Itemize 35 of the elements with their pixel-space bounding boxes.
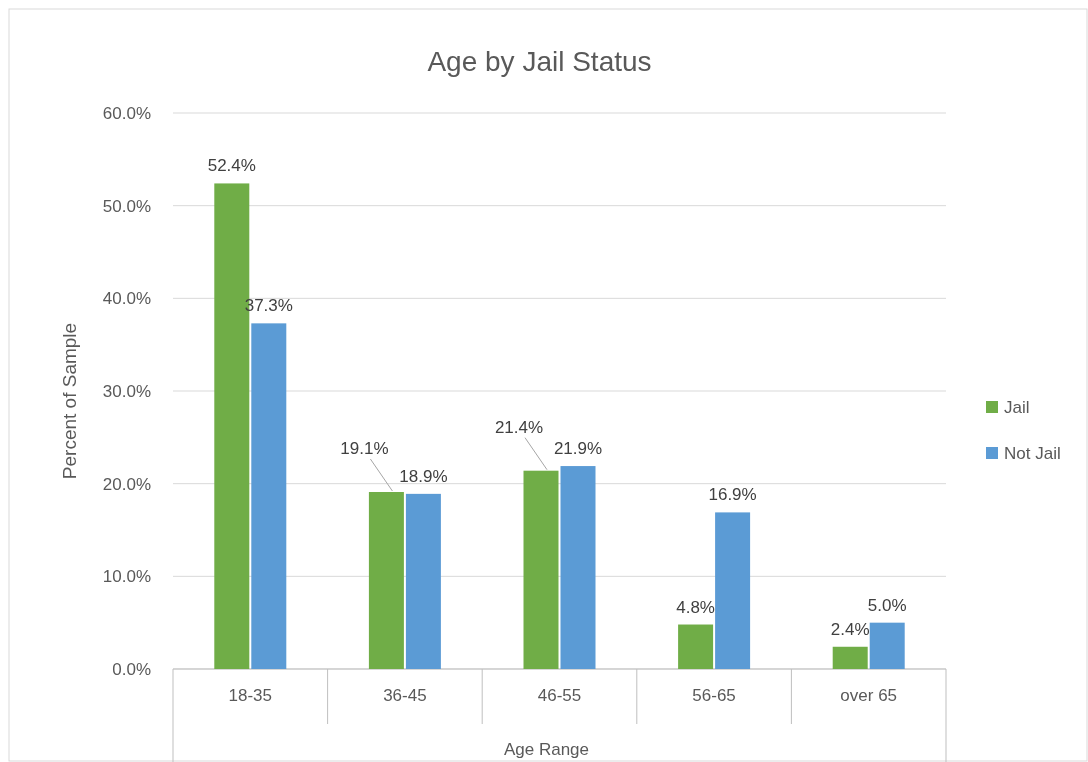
y-tick-label: 30.0%: [102, 381, 151, 401]
y-tick-label: 0.0%: [112, 659, 151, 679]
data-label: 21.4%: [494, 417, 544, 437]
data-label: 2.4%: [830, 619, 870, 639]
x-tick-label: 36-45: [383, 686, 427, 705]
bar: [560, 466, 596, 669]
y-tick-label: 60.0%: [102, 103, 151, 123]
data-label: 21.9%: [553, 439, 603, 459]
y-tick-label: 50.0%: [102, 196, 151, 216]
data-label: 52.4%: [207, 156, 256, 176]
x-axis-title: Age Range: [503, 740, 590, 759]
data-label: 5.0%: [867, 595, 907, 615]
bar: [715, 512, 751, 669]
bar: [523, 470, 559, 669]
data-label: 18.9%: [399, 466, 448, 486]
chart-title: Age by Jail Status: [427, 46, 652, 77]
y-tick-label: 40.0%: [102, 289, 151, 309]
bar: [405, 493, 441, 669]
x-tick-label: over 65: [840, 686, 898, 705]
data-label: 4.8%: [676, 597, 715, 617]
bar: [678, 624, 714, 669]
legend-label: Jail: [1004, 397, 1030, 417]
y-tick-label: 10.0%: [102, 567, 151, 587]
x-tick-label: 46-55: [537, 686, 582, 705]
bar: [869, 622, 905, 669]
y-tick-label: 20.0%: [102, 474, 151, 494]
y-axis-title: Percent of Sample: [59, 322, 80, 480]
legend-label: Not Jail: [1004, 443, 1061, 463]
data-label: 19.1%: [340, 439, 389, 459]
x-tick-label: 18-35: [228, 686, 273, 705]
bar: [368, 492, 404, 669]
x-tick-label: 56-65: [692, 686, 736, 705]
bar: [832, 646, 868, 669]
bar: [251, 323, 287, 669]
data-label: 16.9%: [708, 485, 757, 505]
